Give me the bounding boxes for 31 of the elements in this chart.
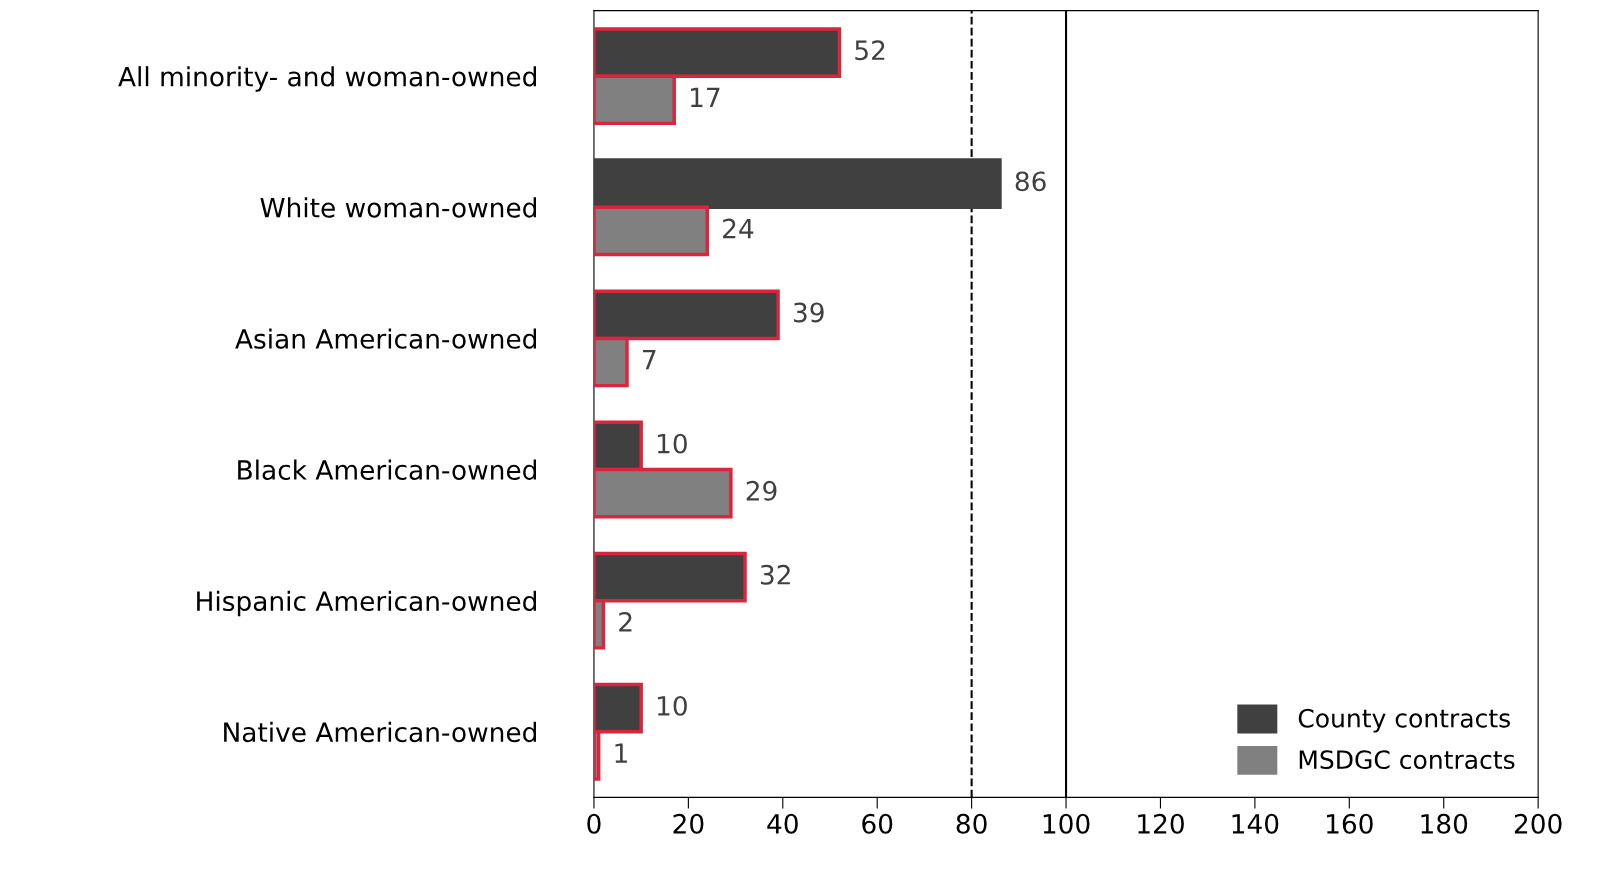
data-label: 10 bbox=[657, 433, 687, 454]
data-label: 17 bbox=[691, 87, 720, 108]
data-label: 2 bbox=[619, 611, 632, 632]
legend-label: MSDGC contracts bbox=[1299, 750, 1515, 770]
data-label: 1 bbox=[615, 743, 627, 763]
x-tick-label: 80 bbox=[956, 813, 987, 834]
data-label: 52 bbox=[855, 40, 885, 61]
x-tick-label: 100 bbox=[1043, 813, 1090, 834]
data-label: 32 bbox=[760, 564, 790, 585]
data-label: 39 bbox=[793, 302, 824, 323]
data-label: 29 bbox=[746, 480, 777, 501]
x-tick-label: 0 bbox=[587, 813, 601, 834]
x-tick-label: 200 bbox=[1514, 813, 1562, 834]
data-label: 7 bbox=[643, 350, 656, 370]
x-tick-label: 160 bbox=[1327, 813, 1373, 834]
x-tick-label: 20 bbox=[673, 813, 704, 834]
y-tick-label: Black American-owned bbox=[238, 459, 536, 480]
y-tick-label: All minority- and woman-owned bbox=[118, 66, 537, 92]
y-tick-label: Native American-owned bbox=[224, 721, 536, 743]
y-tick-label: White woman-owned bbox=[260, 197, 536, 218]
y-tick-label: Hispanic American-owned bbox=[197, 590, 536, 617]
x-tick-label: 140 bbox=[1232, 813, 1279, 834]
x-tick-label: 120 bbox=[1138, 813, 1184, 834]
x-tick-label: 60 bbox=[862, 813, 893, 834]
x-tick-label: 40 bbox=[767, 813, 798, 834]
data-label: 86 bbox=[1015, 171, 1046, 192]
data-label: 24 bbox=[723, 218, 754, 239]
legend-label: County contracts bbox=[1298, 708, 1510, 733]
data-label: 10 bbox=[657, 695, 687, 716]
y-tick-label: Asian American-owned bbox=[235, 328, 536, 349]
x-tick-label: 180 bbox=[1421, 813, 1468, 834]
